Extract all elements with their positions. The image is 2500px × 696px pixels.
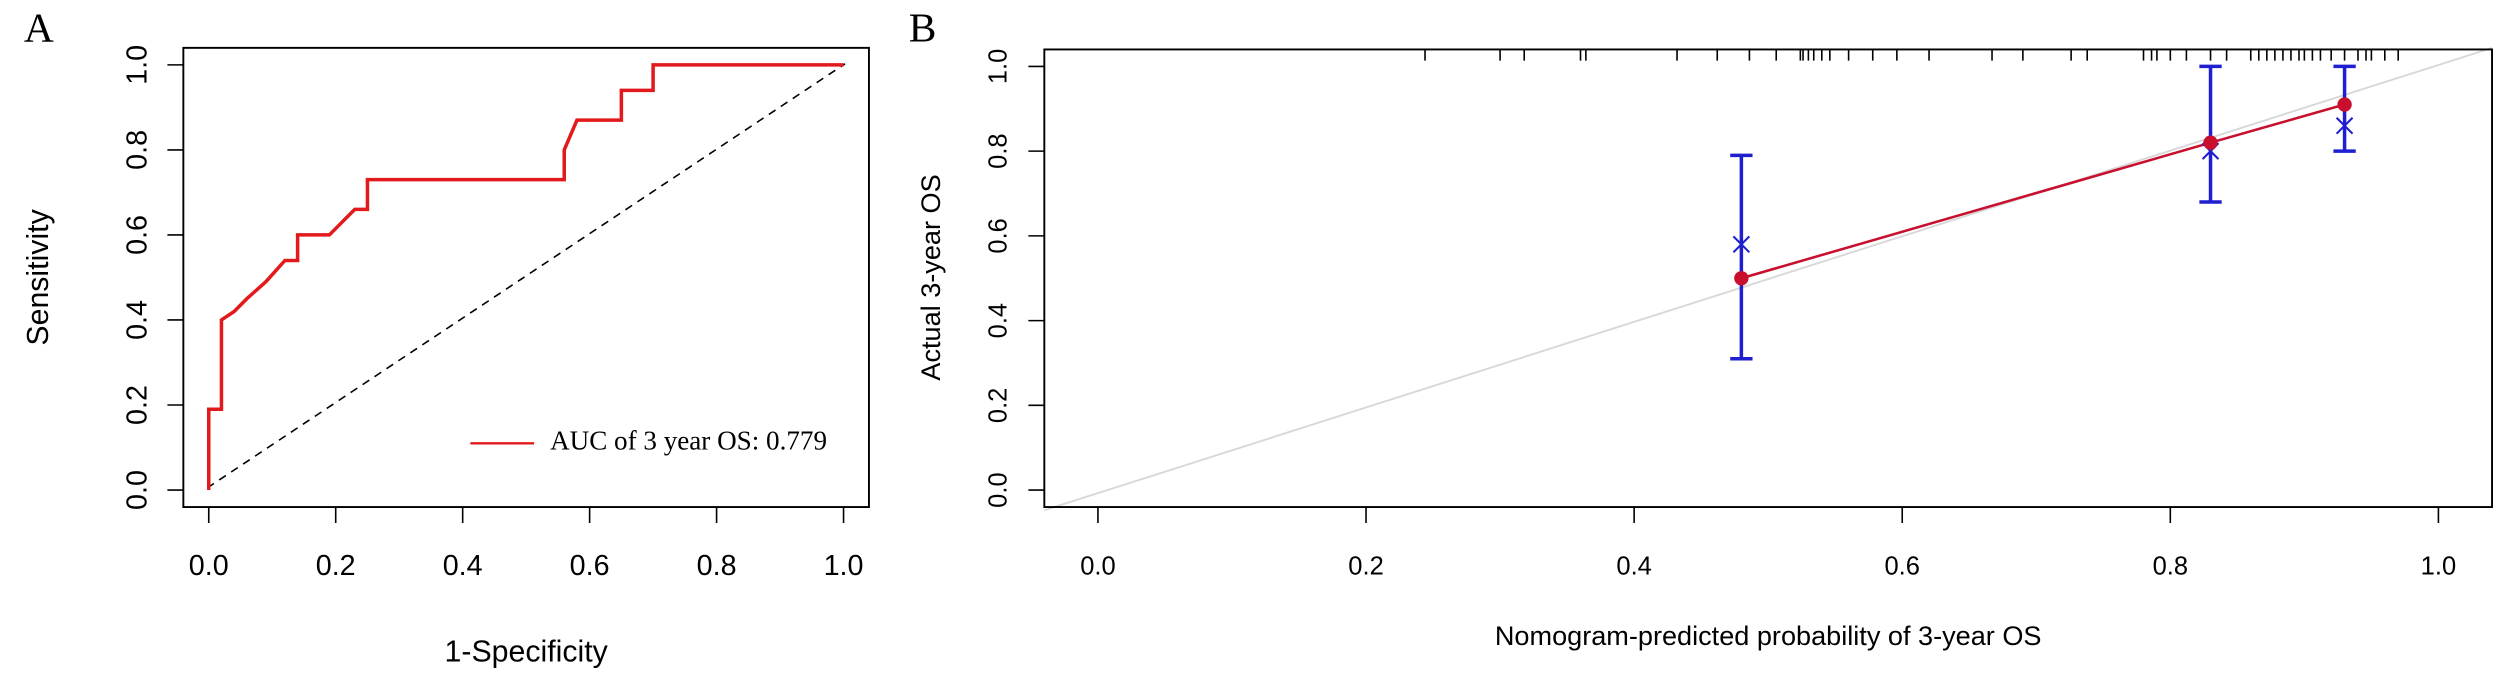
y-axis-title: Sensitivity <box>22 208 55 345</box>
reference-diagonal <box>206 63 846 489</box>
y-tick-label: 0.2 <box>121 385 153 425</box>
x-tick-label: 1.0 <box>2421 552 2456 580</box>
y-tick-label: 0.6 <box>121 215 153 255</box>
y-tick-label: 1.0 <box>984 49 1012 84</box>
x-axis-title: Nomogram-predicted probability of 3-year… <box>1495 620 2042 651</box>
x-tick-label: 0.2 <box>1348 552 1383 580</box>
x-tick-label: 0.6 <box>1884 552 1919 580</box>
bias-corrected-point <box>2335 117 2354 135</box>
y-tick-label: 1.0 <box>121 45 153 85</box>
y-tick-label: 0.0 <box>984 472 1012 507</box>
y-axis-title: Actual 3-year OS <box>915 174 946 380</box>
panel-label: B <box>909 4 937 50</box>
x-tick-label: 0.4 <box>1616 552 1651 580</box>
y-tick-label: 0.8 <box>121 130 153 170</box>
x-tick-label: 1.0 <box>824 550 864 582</box>
y-tick-label: 0.2 <box>984 388 1012 423</box>
panel-label: A <box>24 4 54 50</box>
x-tick-label: 0.8 <box>697 550 737 582</box>
y-tick-label: 0.6 <box>984 218 1012 253</box>
plot-frame <box>1043 48 2493 508</box>
observed-point <box>2337 97 2352 112</box>
x-tick-label: 0.2 <box>316 550 356 582</box>
observed-line <box>1741 103 2345 280</box>
y-tick-label: 0.0 <box>121 470 153 510</box>
y-tick-label: 0.8 <box>984 133 1012 168</box>
observed-point <box>2203 135 2218 150</box>
y-tick-label: 0.4 <box>984 303 1012 338</box>
roc-curve <box>206 63 844 491</box>
x-tick-label: 0.8 <box>2153 552 2188 580</box>
y-tick-label: 0.4 <box>121 300 153 340</box>
ideal-line <box>1044 46 2493 512</box>
x-axis-title: 1-Specificity <box>445 636 609 669</box>
bias-corrected-point <box>1732 235 1751 254</box>
x-tick-label: 0.0 <box>1080 552 1115 580</box>
observed-point <box>1734 271 1749 286</box>
x-tick-label: 0.6 <box>570 550 610 582</box>
x-tick-label: 0.0 <box>189 550 229 582</box>
plot-frame <box>182 46 870 508</box>
legend-label: AUC of 3 year OS: 0.779 <box>550 425 827 455</box>
x-tick-label: 0.4 <box>443 550 483 582</box>
